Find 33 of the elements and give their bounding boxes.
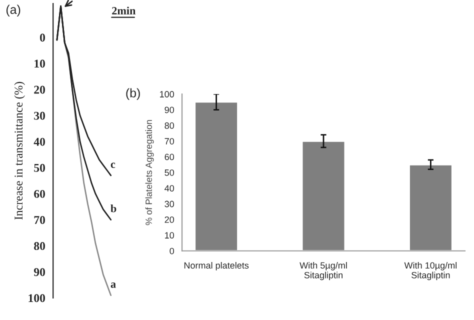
y-tick-label: 50: [164, 169, 174, 176]
series-label: b: [110, 204, 116, 212]
y-tick-label: 30: [34, 112, 45, 120]
x-tick-label: With 5µg/ml Sitagliptin: [300, 262, 347, 280]
chart-title: (b): [126, 88, 140, 100]
y-tick-label: 0: [170, 248, 174, 254]
y-tick-label: 20: [34, 86, 45, 94]
y-tick-label: 60: [164, 154, 174, 160]
y-tick-label: 80: [164, 122, 174, 129]
y-axis-title: % of Platelets Aggregation: [145, 120, 154, 226]
y-tick-label: 40: [164, 185, 174, 192]
y-tick-label: 10: [34, 60, 45, 68]
y-tick-label: 60: [34, 190, 45, 198]
y-tick-label: 100: [28, 294, 45, 302]
y-tick-label: 90: [164, 106, 174, 114]
y-tick-label: 50: [34, 164, 45, 172]
y-tick-label: 80: [34, 242, 45, 250]
y-axis-title: Increase in transmittance (%): [14, 82, 25, 220]
y-tick-label: 70: [164, 138, 174, 144]
series-label: c: [110, 162, 116, 168]
y-tick-label: 30: [164, 200, 174, 208]
y-tick-label: 10: [165, 232, 174, 239]
y-tick-label: 40: [34, 138, 45, 146]
y-tick-label: 20: [164, 216, 174, 223]
y-tick-label: 90: [34, 268, 45, 276]
y-tick-label: 0: [40, 34, 45, 42]
x-tick-label: Normal platelets: [184, 262, 249, 270]
y-tick-label: 100: [160, 91, 174, 98]
chart-title: (a): [6, 4, 20, 16]
annotation: 2min: [112, 6, 136, 14]
y-tick-label: 70: [34, 216, 45, 224]
series-label: a: [110, 282, 116, 288]
x-tick-label: With 10µg/ml Sitagliptin: [404, 262, 457, 280]
